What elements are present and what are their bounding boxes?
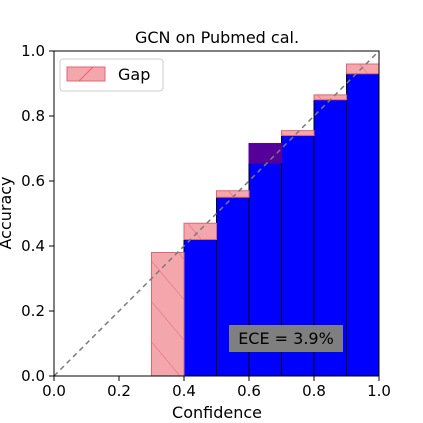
gap-hatch-0 (151, 252, 185, 377)
legend-entry-gap: Gap (118, 65, 150, 84)
ece-annotation-box (229, 325, 343, 352)
legend-swatch-hatch (78, 66, 94, 82)
gap-hatch-1 (183, 222, 217, 240)
ece-annotation: ECE = 3.9% (229, 325, 343, 352)
x-tick-label-1: 0.2 (107, 382, 131, 400)
accuracy-bar-6 (346, 73, 380, 377)
x-tick-label-0: 0.0 (42, 382, 66, 400)
y-tick-label-1: 0.2 (21, 302, 45, 320)
y-tick-label-2: 0.4 (21, 237, 45, 255)
x-axis-ticks: 0.0 0.2 0.4 0.6 0.8 1.0 (42, 376, 391, 400)
y-tick-label-3: 0.6 (21, 172, 45, 190)
x-tick-label-2: 0.4 (172, 382, 196, 400)
gap-hatch-6 (346, 63, 380, 75)
accuracy-bar-1 (183, 239, 217, 377)
chart-title: GCN on Pubmed cal. (135, 28, 299, 47)
x-tick-label-4: 0.8 (302, 382, 326, 400)
perfect-calibration-line (54, 51, 379, 376)
x-tick-label-5: 1.0 (367, 382, 391, 400)
ece-annotation-text: ECE = 3.9% (238, 329, 334, 348)
y-tick-label-5: 1.0 (21, 42, 45, 60)
legend: Gap (59, 58, 164, 92)
y-tick-label-4: 0.8 (21, 107, 45, 125)
y-axis-label: Accuracy (0, 176, 15, 249)
x-axis-label: Confidence (172, 403, 262, 422)
overlap-layer (248, 143, 282, 164)
x-tick-label-3: 0.6 (237, 382, 261, 400)
y-tick-label-0: 0.0 (21, 367, 45, 385)
axes-frame (53, 50, 380, 377)
y-axis-ticks: 0.0 0.2 0.4 0.6 0.8 1.0 (21, 42, 54, 385)
gap-overlap-bar-3 (248, 143, 282, 164)
